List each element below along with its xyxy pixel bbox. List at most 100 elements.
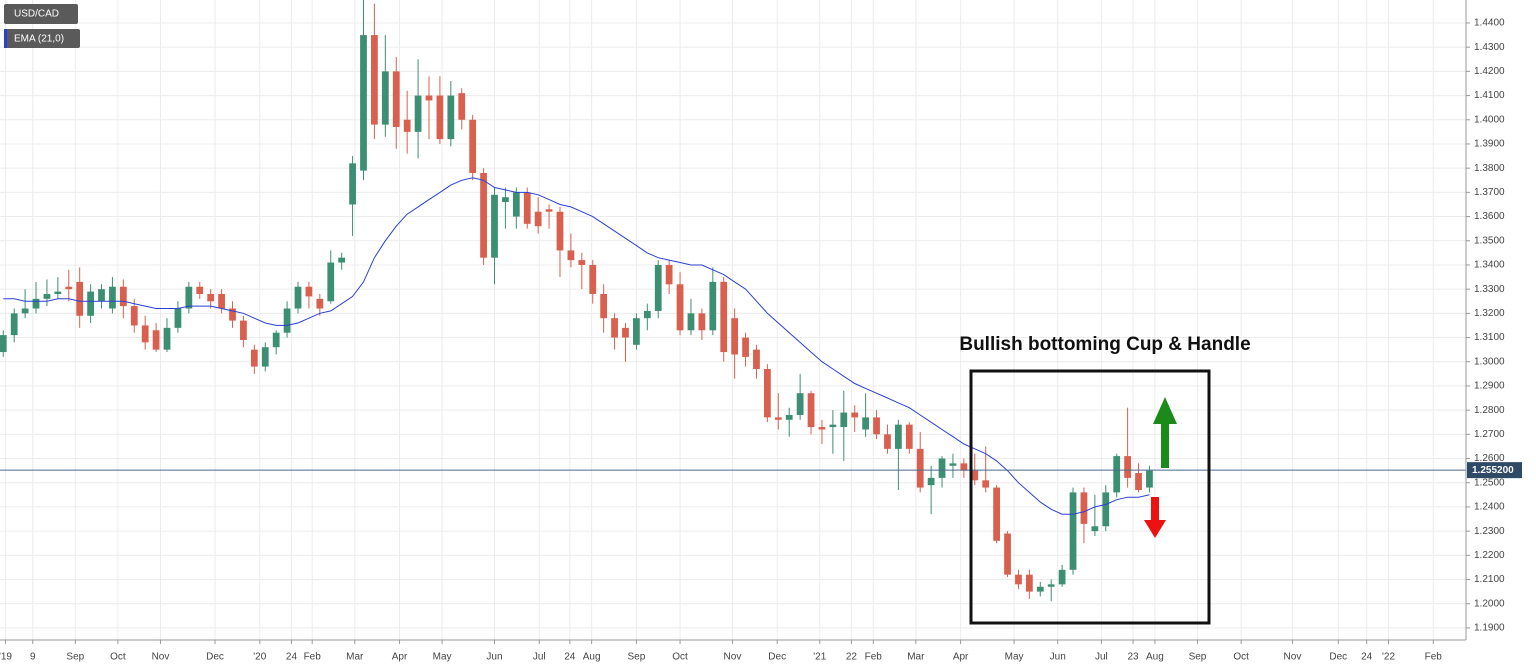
candle-body [1047,584,1055,587]
x-tick-label: Feb [865,652,883,663]
x-tick-label: Apr [953,652,969,663]
x-tick-label: Aug [583,652,601,663]
candle-body [905,424,913,449]
candle-body [894,424,902,449]
y-tick-label: 1.2100 [1474,574,1505,585]
candle-body [65,286,73,290]
x-tick-label: 22 [846,652,858,663]
candle-body [43,293,51,299]
x-tick-label: Dec [768,652,786,663]
candle-body [982,480,990,488]
candle-body [283,308,291,333]
candle-body [1146,470,1153,488]
ema-badge [4,29,80,48]
candle-body [403,119,411,132]
x-tick-label: '22 [1382,652,1395,663]
x-tick-label: May [433,652,452,663]
candle-body [10,313,18,336]
candle-body [327,262,335,302]
candle-body [698,313,706,331]
candle-body [589,264,597,294]
candle-body [425,95,433,101]
candle-body [1015,574,1022,585]
candle-body [294,286,302,309]
y-tick-label: 1.3900 [1474,139,1505,150]
candle-body [927,477,935,486]
x-tick-label: '20 [253,652,266,663]
candle-body [196,286,204,294]
y-tick-label: 1.4100 [1474,90,1505,101]
candle-body [884,434,891,449]
y-tick-label: 1.4400 [1474,18,1505,29]
y-tick-label: 1.2400 [1474,502,1505,513]
candle-body [360,35,367,171]
x-tick-label: Sep [66,652,84,663]
x-tick-label: Feb [1425,652,1443,663]
candle-body [567,250,575,261]
y-tick-label: 1.1900 [1474,623,1505,634]
candle-body [250,349,258,367]
candle-body [1124,456,1131,478]
x-tick-label: Mar [346,652,364,663]
x-tick-label: Jun [486,652,502,663]
x-tick-label: Sep [627,652,645,663]
candle-body [709,281,717,331]
axes: 1.1900 1.2000 1.2100 1.2200 1.2300 1.2400 1.25… [0,18,1505,663]
y-tick-label: 1.3100 [1474,332,1505,343]
candle-body [130,306,138,326]
candle-body [229,308,236,321]
candle-body [349,163,356,205]
candle-body [774,417,782,420]
up-arrow [1153,397,1177,468]
down-arrow [1144,497,1166,538]
y-tick-label: 1.3400 [1474,260,1505,271]
y-tick-label: 1.2200 [1474,550,1505,561]
candle-body [916,448,924,488]
candle-body [840,412,848,428]
candle-body [261,347,269,367]
x-tick-label: 24 [564,652,576,663]
candle-body [1091,526,1099,532]
candle-body [862,417,870,430]
y-tick-label: 1.3000 [1474,356,1505,367]
ema-label: EMA (21,0) [14,34,64,45]
candle-body [753,349,760,369]
candle-body [491,194,498,258]
candle-body [338,257,346,263]
candle-body [87,291,94,316]
candle-body [545,209,553,212]
candle-body [152,330,160,350]
candle-body [633,318,640,345]
y-tick-label: 1.2800 [1474,405,1505,416]
candle-body [119,286,127,307]
candle-body [392,71,400,128]
x-tick-label: Mar [907,652,925,663]
x-tick-label: Nov [724,652,742,663]
candle-body [1069,492,1077,570]
x-tick-label: May [1005,652,1024,663]
candle-body [0,335,7,353]
candle-body [785,414,793,420]
y-tick-label: 1.3600 [1474,211,1505,222]
y-tick-label: 1.2900 [1474,381,1505,392]
candle-body [207,293,215,302]
candle-body [818,427,826,430]
x-tick-label: Dec [1329,652,1347,663]
candle-body [1135,473,1142,490]
x-tick-label: Nov [152,652,170,663]
candle-body [185,286,193,309]
candle-body [414,95,422,132]
y-tick-label: 1.3700 [1474,187,1505,198]
candle-body [21,308,29,314]
x-tick-label: 24 [286,652,298,663]
candle-body [1113,456,1121,493]
x-tick-label: Feb [304,652,322,663]
candle-body [949,463,957,466]
candle-body [98,289,105,302]
x-tick-label: Oct [672,652,688,663]
candle-body [654,264,662,311]
pattern-box [969,369,1211,625]
candle-body [873,417,880,435]
candle-body [109,286,116,309]
